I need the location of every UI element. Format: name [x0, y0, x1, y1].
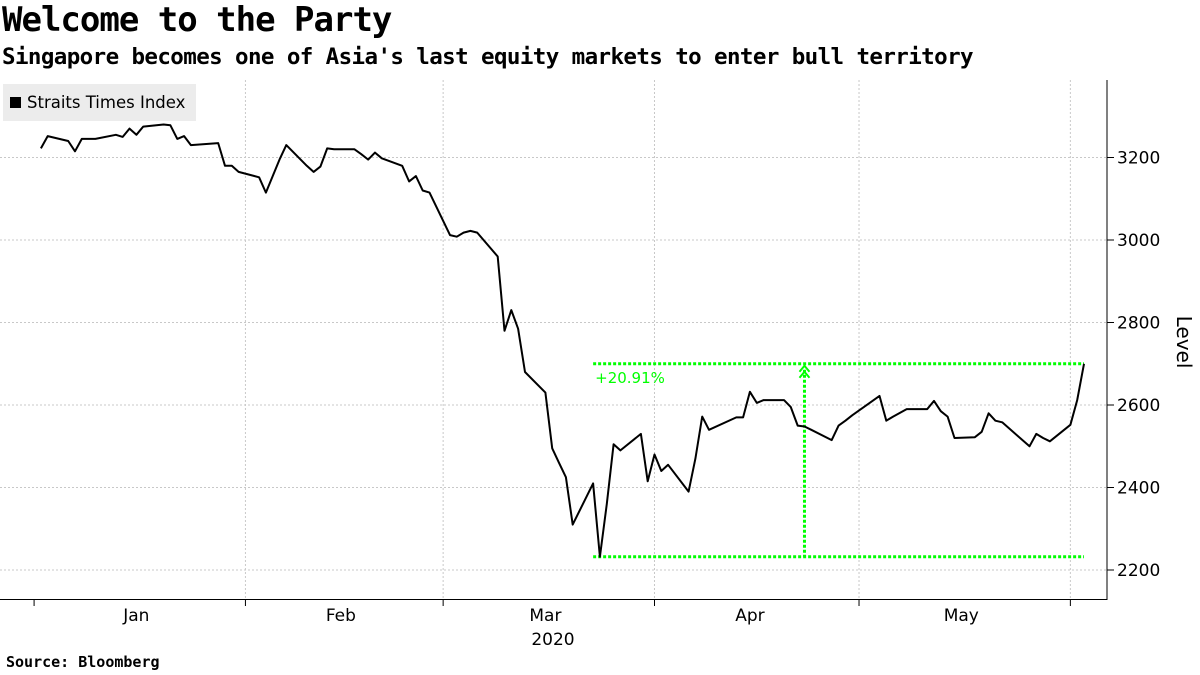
legend-background	[3, 84, 196, 121]
axis-layer: 2200 2400 2600 2800 3000 3200 Jan Feb Mar Apr May 2…	[0, 80, 1196, 650]
legend-swatch	[10, 97, 21, 108]
chart-subtitle: Singapore becomes one of Asia's last equ…	[2, 44, 974, 70]
legend-label: Straits Times Index	[27, 93, 186, 112]
chart-title: Welcome to the Party	[2, 0, 392, 40]
series-line-straits-times-index	[40, 123, 1085, 558]
grid-layer	[0, 80, 1107, 598]
x-tick-label: Jan	[122, 606, 149, 626]
y-tick-label: 2600	[1117, 396, 1160, 416]
annotation-label: +20.91%	[595, 369, 665, 387]
y-axis-title: Level	[1172, 316, 1196, 369]
y-tick-label: 3000	[1117, 231, 1160, 251]
series-layer	[40, 123, 1085, 558]
y-tick-label: 2200	[1117, 561, 1160, 581]
x-year-label: 2020	[531, 630, 574, 650]
annotation-arrowhead	[798, 370, 811, 379]
annotation-layer: +20.91%	[593, 362, 1084, 559]
chart-legend: Straits Times Index	[3, 84, 196, 121]
annotation-arrowhead	[798, 364, 811, 373]
x-tick-label: May	[944, 606, 979, 626]
x-tick-label: Apr	[735, 606, 764, 626]
x-tick-label: Feb	[326, 606, 356, 626]
y-tick-label: 2400	[1117, 479, 1160, 499]
y-tick-label: 3200	[1117, 149, 1160, 169]
y-tick-label: 2800	[1117, 314, 1160, 334]
x-tick-label: Mar	[529, 606, 561, 626]
source-note: Source: Bloomberg	[6, 653, 160, 671]
